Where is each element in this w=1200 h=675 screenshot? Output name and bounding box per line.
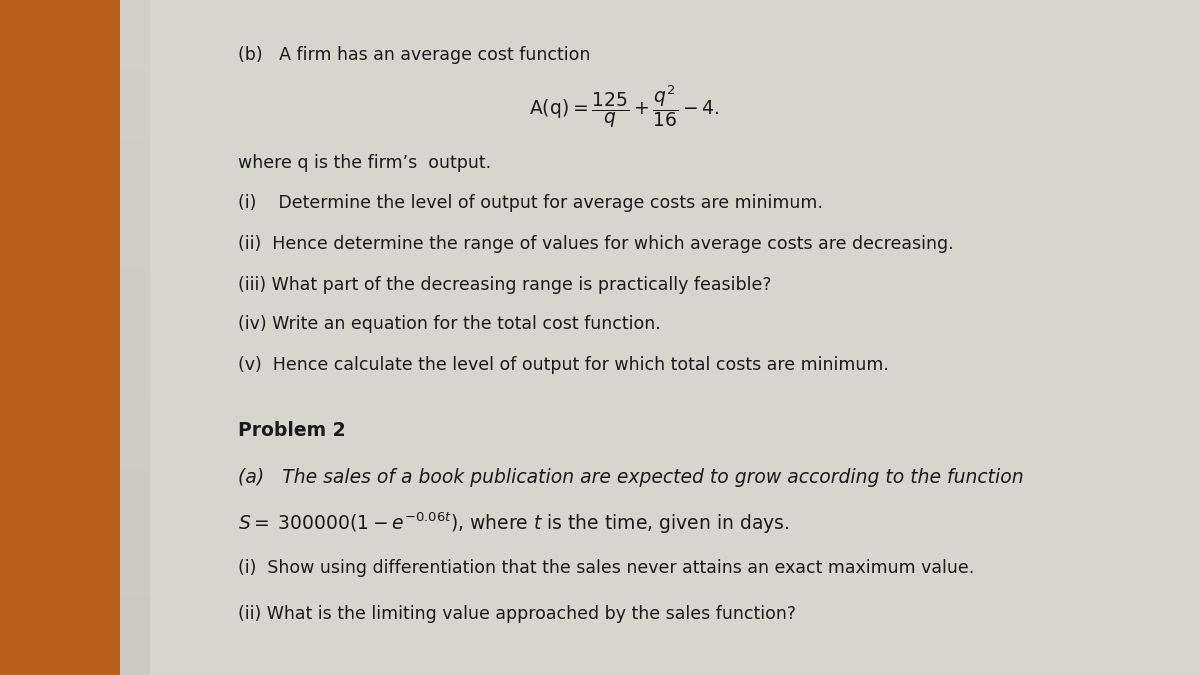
- Text: (iii) What part of the decreasing range is practically feasible?: (iii) What part of the decreasing range …: [238, 276, 772, 294]
- Text: (a)   The sales of a book publication are expected to grow according to the func: (a) The sales of a book publication are …: [238, 468, 1024, 487]
- Text: where q is the firm’s  output.: where q is the firm’s output.: [238, 155, 491, 172]
- Text: $\mathrm{A(q)} = \dfrac{125}{q} + \dfrac{q^2}{16} - 4.$: $\mathrm{A(q)} = \dfrac{125}{q} + \dfrac…: [529, 84, 719, 130]
- Text: (i)  Show using differentiation that the sales never attains an exact maximum va: (i) Show using differentiation that the …: [238, 560, 974, 577]
- Text: (iv) Write an equation for the total cost function.: (iv) Write an equation for the total cos…: [238, 315, 660, 333]
- Text: (b)   A firm has an average cost function: (b) A firm has an average cost function: [238, 47, 590, 64]
- FancyBboxPatch shape: [0, 0, 138, 675]
- Text: (i)    Determine the level of output for average costs are minimum.: (i) Determine the level of output for av…: [238, 194, 822, 211]
- Text: Problem 2: Problem 2: [238, 421, 346, 440]
- Text: $S = \;300000(1 - e^{-0.06t})$, where $t$ is the time, given in days.: $S = \;300000(1 - e^{-0.06t})$, where $t…: [238, 510, 790, 536]
- FancyBboxPatch shape: [120, 0, 150, 675]
- Text: (ii)  Hence determine the range of values for which average costs are decreasing: (ii) Hence determine the range of values…: [238, 236, 953, 253]
- Text: (ii) What is the limiting value approached by the sales function?: (ii) What is the limiting value approach…: [238, 605, 796, 623]
- Text: (v)  Hence calculate the level of output for which total costs are minimum.: (v) Hence calculate the level of output …: [238, 356, 888, 373]
- FancyBboxPatch shape: [150, 0, 1200, 675]
